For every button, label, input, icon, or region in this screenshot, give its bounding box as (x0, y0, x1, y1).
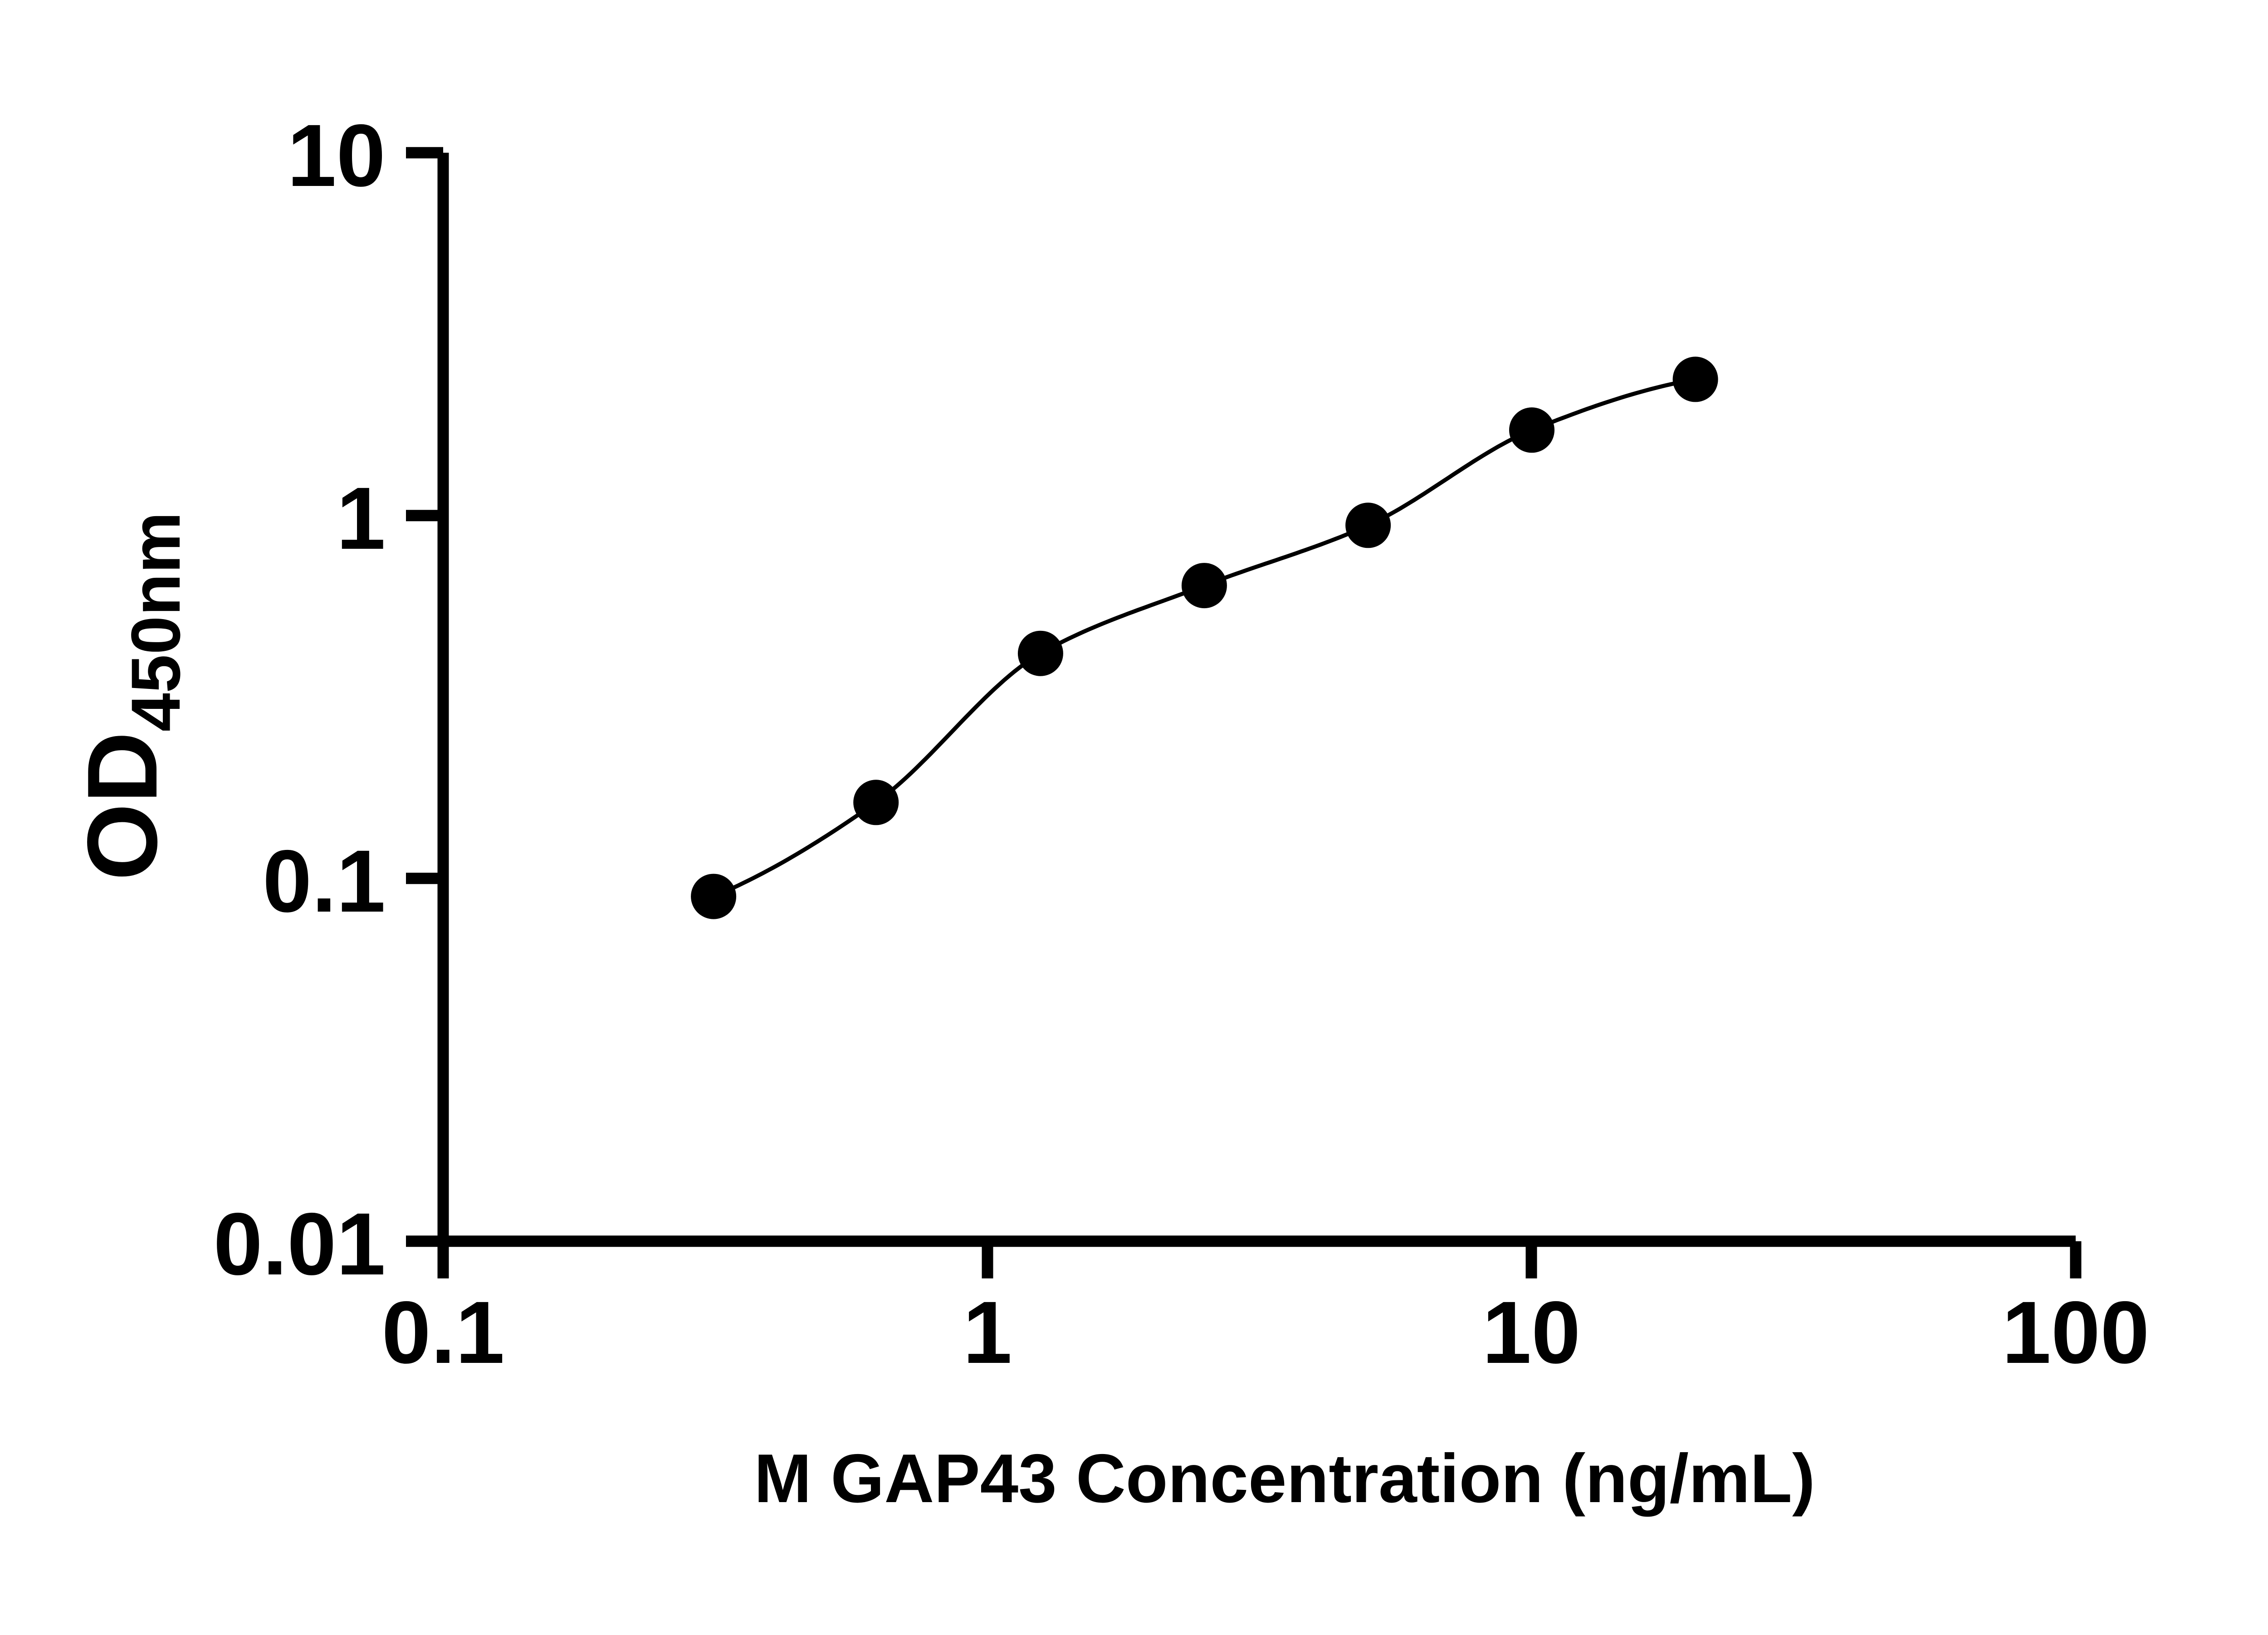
svg-text:0.01: 0.01 (213, 1195, 386, 1293)
svg-text:10: 10 (1482, 1283, 1581, 1382)
svg-text:0.1: 0.1 (381, 1283, 504, 1382)
svg-text:10: 10 (287, 106, 386, 205)
svg-text:1: 1 (963, 1283, 1012, 1382)
svg-text:1: 1 (337, 469, 386, 568)
svg-text:100: 100 (2002, 1283, 2149, 1382)
svg-text:0.1: 0.1 (263, 832, 386, 931)
svg-text:M GAP43 Concentration (ng/mL): M GAP43 Concentration (ng/mL) (754, 1440, 1815, 1517)
svg-text:OD450nm: OD450nm (67, 512, 195, 880)
